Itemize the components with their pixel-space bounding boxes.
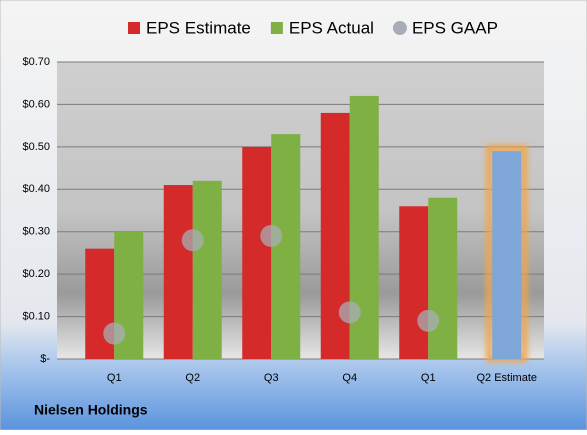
- y-tick-label: $0.50: [22, 141, 50, 153]
- y-tick-label: $0.10: [22, 310, 50, 322]
- bar: [163, 185, 193, 359]
- chart-title: Nielsen Holdings: [34, 402, 148, 418]
- legend-label: EPS GAAP: [412, 18, 498, 37]
- x-tick-label: Q3: [264, 372, 279, 384]
- x-tick-label: Q2 Estimate: [476, 372, 537, 384]
- gaap-marker: [338, 301, 361, 324]
- bar: [399, 206, 429, 359]
- x-tick-label: Q2: [185, 372, 200, 384]
- bar: [242, 146, 272, 359]
- x-tick-label: Q4: [342, 372, 357, 384]
- bar: [492, 151, 522, 359]
- y-tick-label: $0.20: [22, 268, 50, 280]
- y-tick-label: $0.60: [22, 98, 50, 110]
- legend-marker: [270, 22, 283, 34]
- legend-label: EPS Estimate: [146, 18, 251, 37]
- gaap-marker: [417, 309, 440, 332]
- legend-label: EPS Actual: [289, 18, 374, 37]
- y-tick-label: $0.70: [22, 56, 50, 68]
- legend-marker: [128, 22, 140, 34]
- x-tick-label: Q1: [421, 372, 436, 384]
- gaap-marker: [181, 229, 204, 252]
- gaap-marker: [260, 224, 283, 247]
- bar: [271, 134, 301, 359]
- legend-marker: [392, 21, 407, 35]
- y-tick-label: $-: [40, 353, 50, 365]
- bar: [192, 180, 222, 359]
- bar: [428, 197, 458, 359]
- y-tick-label: $0.40: [22, 183, 50, 195]
- gaap-marker: [103, 322, 126, 345]
- y-tick-label: $0.30: [22, 226, 50, 238]
- x-tick-label: Q1: [107, 372, 122, 384]
